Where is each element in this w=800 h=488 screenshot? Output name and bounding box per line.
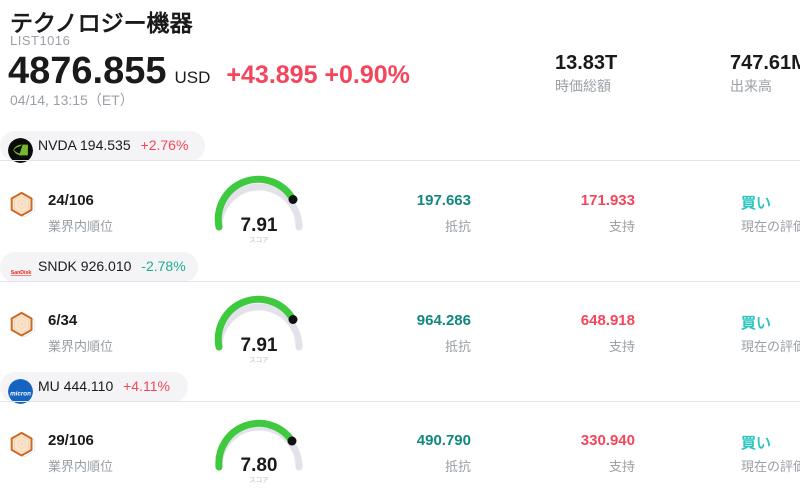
svg-text:スコア: スコア	[249, 476, 269, 484]
svg-text:7.80: 7.80	[241, 455, 278, 476]
svg-text:micron: micron	[10, 391, 31, 398]
svg-text:7.91: 7.91	[241, 215, 278, 236]
svg-text:7.91: 7.91	[241, 335, 278, 356]
svg-text:スコア: スコア	[249, 356, 269, 364]
svg-text:SanDisk: SanDisk	[10, 270, 31, 276]
svg-text:スコア: スコア	[249, 236, 269, 244]
